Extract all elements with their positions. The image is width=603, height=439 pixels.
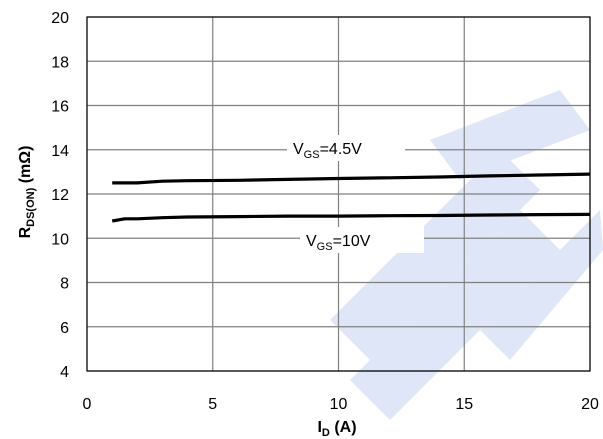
- x-tick-label: 20: [581, 396, 599, 413]
- y-tick-label: 16: [51, 99, 69, 116]
- series-line-1: [112, 172, 591, 185]
- watermark-logo: [330, 90, 603, 420]
- y-tick-labels: 4 6 8 10 12 14 16 18 20: [51, 10, 69, 381]
- series-line-2: [111, 212, 591, 223]
- series-annotations: VGS=4.5V VGS=10V: [287, 135, 424, 253]
- annotation-background: [287, 135, 405, 161]
- series-label-2: VGS=10V: [306, 233, 371, 253]
- x-tick-labels: 0 5 10 15 20: [83, 396, 599, 413]
- y-tick-label: 14: [51, 143, 69, 160]
- x-tick-label: 10: [330, 396, 348, 413]
- series-label-1: VGS=4.5V: [293, 141, 362, 161]
- x-tick-label: 15: [455, 396, 473, 413]
- y-tick-label: 6: [60, 320, 69, 337]
- series-lines: [111, 172, 591, 223]
- y-tick-label: 12: [51, 187, 69, 204]
- annotation-background: [300, 227, 424, 253]
- x-tick-label: 0: [83, 396, 92, 413]
- plot-frame: [86, 16, 591, 372]
- y-tick-label: 8: [60, 276, 69, 293]
- x-axis-label: ID (A): [317, 419, 356, 439]
- y-tick-label: 4: [60, 364, 69, 381]
- x-tick-label: 5: [208, 396, 217, 413]
- y-tick-label: 10: [51, 231, 69, 248]
- y-tick-label: 18: [51, 54, 69, 71]
- y-tick-label: 20: [51, 10, 69, 27]
- y-axis-label: RDS(ON) (mΩ): [17, 146, 37, 239]
